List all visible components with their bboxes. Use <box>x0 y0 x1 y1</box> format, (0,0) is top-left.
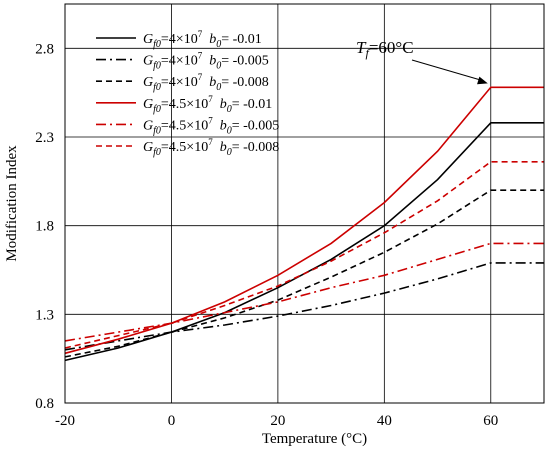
series-line <box>64 86 544 355</box>
tick-labels: -20 0 20 40 60 0.8 1.3 1.8 2.3 2.8 <box>35 41 498 429</box>
annotation: Tf=60°C <box>356 38 488 85</box>
y-tick-label: 1.8 <box>35 219 54 235</box>
x-tick-label: 0 <box>168 413 176 429</box>
y-tick-label: 2.8 <box>35 41 54 57</box>
legend-label: Gf0=4.5×107 b0= -0.01 <box>143 94 272 115</box>
series-lines <box>64 86 544 362</box>
annotation-arrowhead <box>477 76 488 85</box>
x-tick-label: -20 <box>55 413 75 429</box>
legend-label: Gf0=4×107 b0= -0.01 <box>143 29 262 50</box>
series-line <box>64 189 544 358</box>
legend-label: Gf0=4.5×107 b0= -0.008 <box>143 137 279 158</box>
legend-label: Gf0=4×107 b0= -0.008 <box>143 72 269 93</box>
x-tick-label: 60 <box>483 413 498 429</box>
x-axis-label: Temperature (°C) <box>262 431 367 447</box>
series-line <box>64 262 544 351</box>
y-tick-label: 1.3 <box>35 307 54 323</box>
series-line <box>64 161 544 349</box>
legend-label: Gf0=4.5×107 b0= -0.005 <box>143 115 279 136</box>
x-tick-label: 40 <box>377 413 392 429</box>
y-tick-label: 2.3 <box>35 130 54 146</box>
annotation-label: Tf=60°C <box>356 38 414 60</box>
annotation-arrow-line <box>411 59 482 81</box>
x-tick-label: 20 <box>270 413 285 429</box>
y-tick-label: 0.8 <box>35 396 54 412</box>
series-line <box>64 242 544 342</box>
y-axis-label: Modification Index <box>4 145 20 262</box>
legend-label: Gf0=4×107 b0= -0.005 <box>143 51 269 72</box>
plot-frame <box>64 3 545 404</box>
